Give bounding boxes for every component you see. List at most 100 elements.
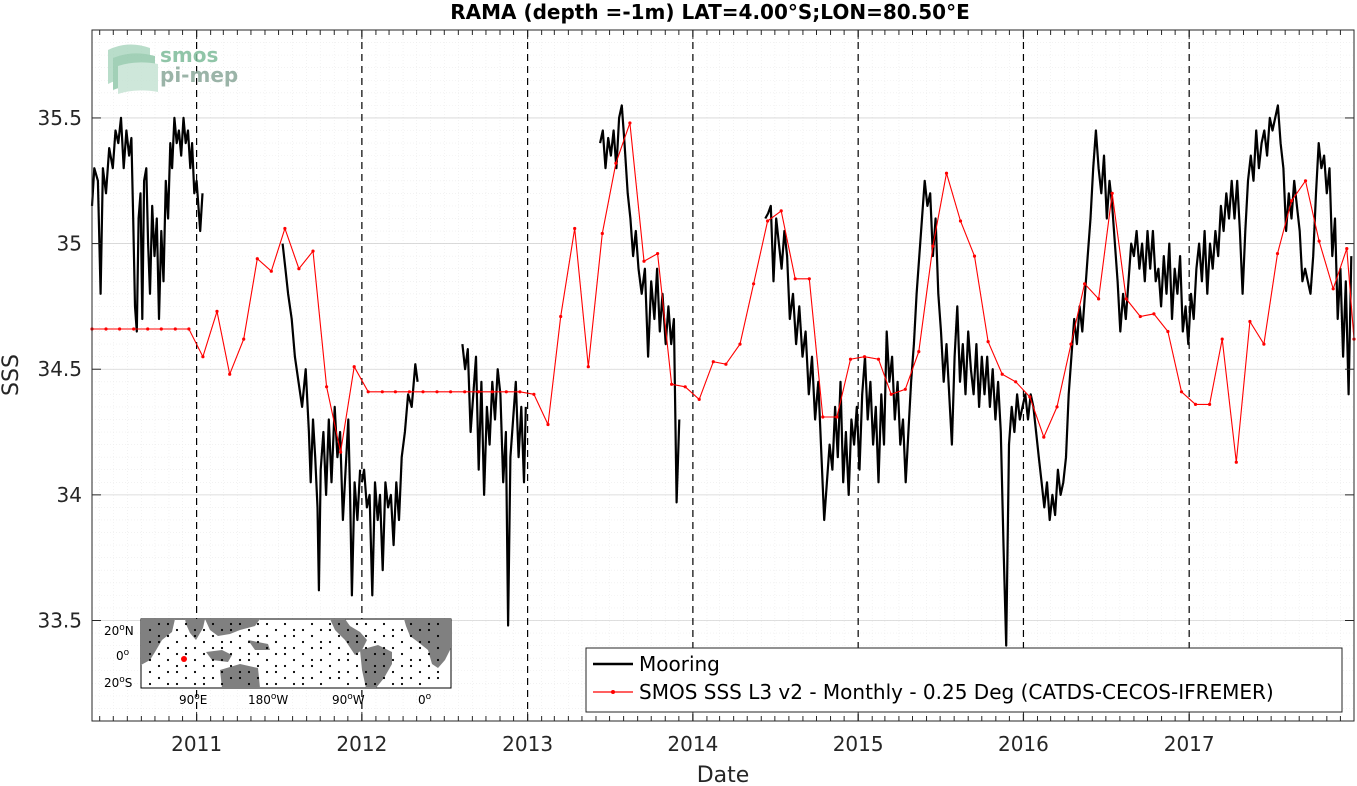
inset-mooring-dot bbox=[157, 634, 161, 638]
inset-mooring-dot bbox=[301, 682, 305, 686]
inset-mooring-dot bbox=[436, 676, 440, 680]
inset-lon-label-90e-value: 90 bbox=[179, 693, 194, 707]
inset-mooring-dot bbox=[292, 658, 296, 662]
inset-mooring-dot bbox=[274, 664, 278, 668]
inset-mooring-dot bbox=[337, 646, 341, 650]
inset-mooring-dot bbox=[364, 670, 368, 674]
series-smos-point bbox=[1110, 191, 1114, 195]
inset-mooring-dot bbox=[193, 658, 197, 662]
inset-mooring-dot bbox=[418, 640, 422, 644]
inset-mooring-dot bbox=[274, 628, 278, 632]
series-smos-point bbox=[1193, 402, 1198, 406]
series-mooring-line bbox=[599, 104, 681, 504]
inset-lon-label-90e-deg: o bbox=[194, 692, 200, 702]
x-tick-labels: 2011 2012 2013 2014 2015 2016 2017 bbox=[171, 732, 1214, 756]
series-smos-point bbox=[255, 257, 259, 261]
inset-mooring-dot bbox=[256, 622, 260, 626]
inset-lat-label-20s-suffix: S bbox=[125, 676, 133, 690]
inset-mooring-dot bbox=[364, 622, 368, 626]
inset-mooring-dot bbox=[256, 652, 260, 656]
inset-lon-label-180w-value: 180 bbox=[248, 693, 271, 707]
inset-mooring-dot bbox=[265, 658, 269, 662]
series-smos-point bbox=[449, 390, 453, 394]
inset-mooring-dot bbox=[238, 658, 242, 662]
series-smos-point bbox=[1166, 329, 1170, 334]
inset-mooring-dot bbox=[229, 628, 233, 632]
series-smos-point bbox=[586, 365, 590, 369]
inset-mooring-dot bbox=[364, 682, 368, 686]
series-smos-point bbox=[1152, 312, 1156, 316]
inset-mooring-dot bbox=[301, 664, 305, 668]
inset-mooring-dot bbox=[355, 652, 359, 656]
inset-mooring-dot bbox=[301, 640, 305, 644]
inset-lon-label-90e-suffix: E bbox=[200, 693, 208, 707]
inset-mooring-dot bbox=[292, 670, 296, 674]
inset-mooring-dot bbox=[373, 640, 377, 644]
series-smos-point bbox=[779, 209, 783, 213]
y-tick-label: 34 bbox=[57, 483, 82, 507]
series-smos-point bbox=[1097, 297, 1101, 301]
series-smos-point bbox=[407, 390, 411, 394]
inset-mooring-dot bbox=[337, 658, 341, 662]
inset-mooring-dot bbox=[220, 640, 224, 644]
inset-mooring-array-dots bbox=[148, 622, 440, 686]
series-smos-point bbox=[862, 355, 867, 359]
inset-mooring-dot bbox=[427, 676, 431, 680]
series-smos-point bbox=[352, 365, 356, 369]
inset-mooring-dot bbox=[373, 670, 377, 674]
inset-mooring-dot bbox=[220, 670, 224, 674]
inset-mooring-dot bbox=[256, 634, 260, 638]
inset-mooring-dot bbox=[265, 682, 269, 686]
inset-mooring-dot bbox=[238, 676, 242, 680]
inset-mooring-dot bbox=[382, 676, 386, 680]
inset-location-map: 20oN 0o 20oS 90oE 180oW 90oW 0o bbox=[104, 618, 452, 707]
inset-mooring-dot bbox=[418, 682, 422, 686]
inset-mooring-dot bbox=[319, 646, 323, 650]
inset-mooring-dot bbox=[310, 634, 314, 638]
inset-mooring-dot bbox=[301, 628, 305, 632]
inset-mooring-dot bbox=[157, 640, 161, 644]
legend-box bbox=[585, 647, 1343, 713]
series-smos-point bbox=[228, 372, 232, 376]
inset-mooring-dot bbox=[274, 640, 278, 644]
inset-lat-label-20n-suffix: N bbox=[125, 624, 134, 638]
legend-mooring-label: Mooring bbox=[639, 652, 720, 676]
inset-mooring-dot bbox=[400, 664, 404, 668]
series-mooring-line bbox=[281, 243, 362, 597]
inset-mooring-dot bbox=[337, 622, 341, 626]
series-mooring-line bbox=[461, 343, 527, 627]
series-smos-point bbox=[642, 259, 646, 263]
inset-lat-label-20n-value: 20 bbox=[104, 624, 119, 638]
inset-mooring-dot bbox=[382, 646, 386, 650]
inset-mooring-dot bbox=[400, 652, 404, 656]
inset-mooring-dot bbox=[148, 670, 152, 674]
series-smos-point bbox=[380, 390, 384, 394]
inset-mooring-dot bbox=[364, 634, 368, 638]
legend-smos-label: SMOS SSS L3 v2 - Monthly - 0.25 Deg (CAT… bbox=[639, 680, 1274, 704]
y-tick-label: 35.5 bbox=[37, 106, 82, 130]
inset-mooring-dot bbox=[373, 682, 377, 686]
inset-mooring-dot bbox=[211, 676, 215, 680]
inset-mooring-dot bbox=[184, 652, 188, 656]
inset-mooring-dot bbox=[211, 664, 215, 668]
series-smos-point bbox=[821, 415, 825, 419]
inset-mooring-dot bbox=[166, 658, 170, 662]
inset-mooring-dot bbox=[184, 646, 188, 650]
inset-mooring-dot bbox=[283, 646, 287, 650]
series-smos-point bbox=[1275, 252, 1280, 256]
series-smos-point bbox=[132, 327, 136, 331]
inset-mooring-dot bbox=[184, 676, 188, 680]
major-grid bbox=[92, 117, 1354, 621]
series-smos-point bbox=[421, 390, 425, 394]
series-smos-point bbox=[958, 219, 963, 223]
inset-mooring-dot bbox=[238, 646, 242, 650]
inset-mooring-dot bbox=[220, 682, 224, 686]
inset-mooring-dot bbox=[157, 652, 161, 656]
x-tick-label: 2011 bbox=[171, 732, 222, 756]
inset-mooring-dot bbox=[184, 664, 188, 668]
inset-mooring-dot bbox=[337, 634, 341, 638]
series-smos-point bbox=[793, 277, 797, 281]
chart-title: RAMA (depth =-1m) LAT=4.00°S;LON=80.50°E bbox=[450, 0, 970, 24]
y-tick-label: 35 bbox=[57, 232, 82, 256]
inset-mooring-dot bbox=[292, 628, 296, 632]
